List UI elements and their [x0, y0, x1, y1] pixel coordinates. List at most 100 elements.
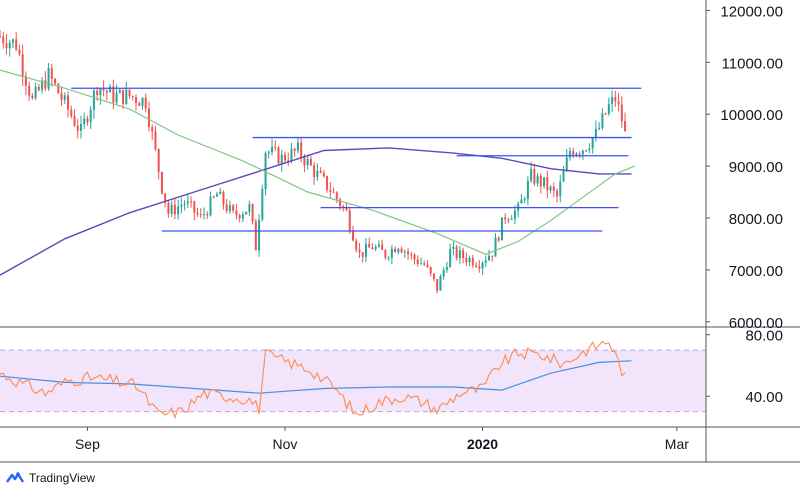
- candle-body: [478, 266, 481, 269]
- candle-body: [484, 260, 487, 263]
- candle-body: [355, 240, 358, 250]
- candle-body: [225, 204, 228, 212]
- candle-body: [429, 266, 432, 274]
- candle-body: [34, 86, 37, 99]
- candle-body: [83, 118, 86, 125]
- price-tick-label: 9000.00: [729, 159, 783, 176]
- candle-body: [390, 248, 393, 258]
- candle-body: [539, 175, 542, 187]
- candle-body: [339, 199, 342, 207]
- candle-body: [5, 43, 8, 49]
- candle-body: [449, 249, 452, 268]
- candle-body: [79, 124, 82, 131]
- sma-short-line: [0, 69, 636, 255]
- candle-body: [500, 217, 503, 241]
- candle-body: [397, 248, 400, 253]
- candle-body: [151, 127, 154, 132]
- candle-body: [28, 85, 31, 96]
- candle-body: [245, 211, 248, 215]
- candle-body: [306, 158, 309, 166]
- candle-body: [118, 89, 121, 94]
- time-tick-label: 2020: [467, 436, 498, 452]
- candle-body: [342, 206, 345, 208]
- candle-body: [70, 109, 73, 117]
- rsi-band: [0, 350, 706, 412]
- candle-body: [581, 150, 584, 155]
- candle-body: [594, 129, 597, 139]
- candle-body: [190, 201, 193, 203]
- candle-body: [556, 190, 559, 197]
- candle-body: [31, 95, 34, 99]
- candle-body: [348, 210, 351, 231]
- candle-body: [432, 273, 435, 280]
- candle-body: [219, 191, 222, 195]
- candle-body: [122, 89, 125, 104]
- candle-body: [8, 42, 11, 49]
- candle-body: [568, 151, 571, 158]
- candle-body: [526, 180, 529, 200]
- sma-long-line: [0, 147, 632, 276]
- candle-body: [614, 97, 617, 102]
- candle-body: [488, 255, 491, 261]
- candle-body: [552, 186, 555, 191]
- candle-body: [326, 176, 329, 190]
- candle-body: [50, 67, 53, 79]
- candle-body: [109, 86, 112, 93]
- candle-body: [241, 214, 244, 219]
- candle-body: [562, 170, 565, 182]
- candle-body: [475, 265, 478, 267]
- candle-body: [89, 109, 92, 123]
- candle-body: [546, 177, 549, 191]
- rsi-tick-label: 40.00: [745, 389, 783, 406]
- candle-body: [248, 204, 251, 212]
- candle-body: [105, 90, 108, 93]
- candle-body: [203, 214, 206, 216]
- candle-body: [102, 88, 105, 91]
- candle-body: [21, 54, 24, 76]
- candle-body: [423, 263, 426, 265]
- candle-body: [400, 248, 403, 253]
- candle-body: [364, 243, 367, 257]
- candle-body: [322, 172, 325, 177]
- candle-body: [18, 49, 21, 55]
- candle-body: [384, 249, 387, 258]
- candle-body: [92, 90, 95, 110]
- candle-body: [368, 243, 371, 248]
- candle-body: [24, 75, 27, 86]
- candle-body: [607, 103, 610, 114]
- candle-body: [523, 199, 526, 201]
- candle-body: [377, 244, 380, 247]
- candle-body: [131, 96, 134, 98]
- time-tick-label: Mar: [665, 436, 689, 452]
- price-tick-label: 7000.00: [729, 263, 783, 280]
- time-tick-label: Sep: [75, 436, 100, 452]
- candle-body: [458, 250, 461, 258]
- candle-body: [44, 80, 47, 89]
- candle-body: [183, 203, 186, 206]
- candle-body: [280, 154, 283, 164]
- footer-brand[interactable]: TradingView: [6, 468, 95, 488]
- candle-body: [76, 125, 79, 131]
- candle-body: [381, 244, 384, 250]
- candle-body: [258, 219, 261, 251]
- candle-body: [160, 172, 163, 194]
- candle-body: [303, 157, 306, 166]
- candle-body: [513, 210, 516, 219]
- candle-body: [361, 252, 364, 257]
- candle-body: [144, 97, 147, 109]
- candle-body: [617, 101, 620, 105]
- candle-body: [316, 170, 319, 178]
- candle-body: [261, 189, 264, 220]
- candle-body: [277, 147, 280, 164]
- candle-body: [177, 206, 180, 215]
- candle-body: [510, 218, 513, 220]
- candle-body: [465, 258, 468, 263]
- candle-body: [374, 246, 377, 250]
- candle-body: [536, 175, 539, 184]
- candle-body: [274, 147, 277, 149]
- candle-body: [494, 237, 497, 257]
- candle-body: [335, 192, 338, 200]
- candle-body: [387, 257, 390, 259]
